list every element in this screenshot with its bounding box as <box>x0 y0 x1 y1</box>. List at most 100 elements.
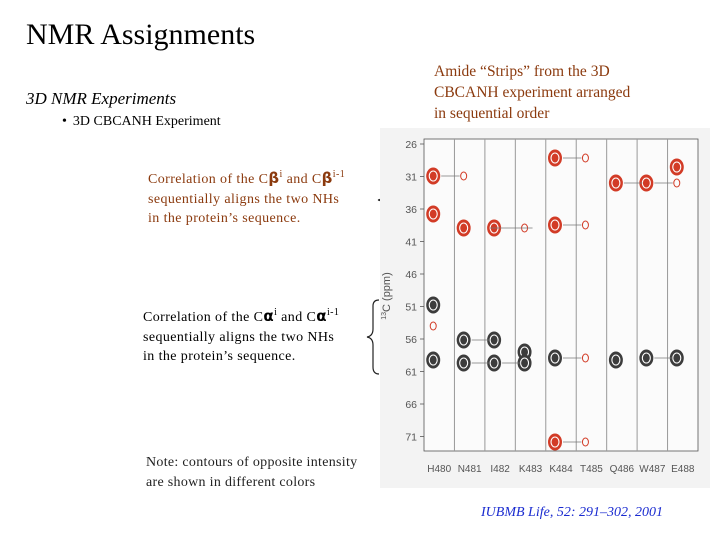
y-tick-label: 46 <box>405 269 417 281</box>
faint-peak <box>460 171 468 181</box>
y-tick-label: 56 <box>405 334 417 346</box>
note-line: sequentially aligns the two NHs <box>143 329 335 345</box>
peak-inner-contour <box>459 222 469 234</box>
peak-inner-contour <box>550 152 560 164</box>
faint-peak <box>581 220 589 230</box>
peak-inner-contour <box>672 161 682 173</box>
figure-caption: Amide “Strips” from the 3D CBCANH experi… <box>434 61 694 124</box>
peak-outer-contour <box>548 149 562 167</box>
note-text: and C <box>282 172 322 187</box>
page-title: NMR Assignments <box>26 18 256 51</box>
y-tick-label: 61 <box>405 367 417 379</box>
strip-label: T485 <box>580 464 603 475</box>
strip-label: N481 <box>458 464 482 475</box>
strip-label: H480 <box>427 464 451 475</box>
faint-peak <box>581 437 589 447</box>
caption-line: CBCANH experiment arranged <box>434 84 631 101</box>
section-subtitle: 3D NMR Experiments <box>26 89 177 108</box>
note-line: in the protein’s sequence. <box>143 349 296 364</box>
faint-peak <box>429 321 437 331</box>
strip-label: I482 <box>490 464 510 475</box>
peak-outer-contour <box>517 354 532 372</box>
peak-inner-contour <box>550 219 560 231</box>
x-axis-strip-labels: H480 N481 I482 K483 K484 T485 Q486 W487 E488 <box>427 464 695 475</box>
peak-outer-contour <box>548 216 562 234</box>
note-line: Note: contours of opposite intensity <box>146 455 358 470</box>
peak-inner-contour <box>611 354 621 366</box>
brace-calpha <box>366 299 380 375</box>
peak-inner-contour <box>550 436 560 448</box>
alpha-symbol: α <box>263 307 275 325</box>
citation: IUBMB Life, 52: 291–302, 2001 <box>481 505 663 520</box>
beta-symbol: β <box>321 169 333 187</box>
peak-contours <box>426 149 684 451</box>
strip-label: K484 <box>549 464 573 475</box>
beta-symbol: β <box>268 169 280 187</box>
strip-label: Q486 <box>610 464 635 475</box>
y-tick-label: 26 <box>405 139 417 151</box>
peak-outer-contour <box>669 349 684 367</box>
peak-outer-contour <box>487 354 502 372</box>
y-axis-label-sup: 13 <box>381 312 388 320</box>
peak-inner-contour <box>428 170 438 182</box>
strip-separators <box>453 139 669 451</box>
note-line: Correlation of the Cβi and Cβi-1 <box>148 169 345 190</box>
peak-outer-contour <box>608 351 623 369</box>
peak-outer-contour <box>456 331 471 349</box>
peak-outer-contour <box>639 349 654 367</box>
peak-inner-contour <box>459 334 469 346</box>
y-tick-label: 36 <box>405 204 417 216</box>
strip-label: E488 <box>671 464 695 475</box>
y-tick-label: 71 <box>405 432 417 444</box>
alpha-symbol: α <box>316 307 327 325</box>
peak-inner-contour <box>428 299 438 311</box>
note-text: Correlation of the C <box>143 310 264 325</box>
note-text: Correlation of the C <box>148 172 269 187</box>
note-line: in the protein’s sequence. <box>148 211 301 226</box>
peak-outer-contour <box>426 205 441 223</box>
note-text: and C <box>277 310 317 325</box>
y-tick-label: 41 <box>405 237 417 249</box>
faint-peak <box>673 178 681 188</box>
cbeta-correlation-note: Correlation of the Cβi and Cβi-1 sequent… <box>148 169 345 229</box>
peak-outer-contour <box>608 174 623 192</box>
peak-inner-contour <box>428 208 438 220</box>
peak-inner-contour <box>641 177 651 189</box>
note-line: are shown in different colors <box>146 474 316 490</box>
y-axis-label-text: C (ppm) <box>381 272 393 312</box>
plot-frame <box>423 138 699 452</box>
peak-outer-contour <box>426 167 441 185</box>
peak-outer-contour <box>426 296 441 314</box>
peak-outer-contour <box>669 158 684 176</box>
superscript: i-1 <box>332 169 346 180</box>
calpha-correlation-note: Correlation of the Cαi and Cαi-1 sequent… <box>143 307 339 367</box>
peak-inner-contour <box>641 352 651 364</box>
peak-outer-contour <box>456 219 471 237</box>
peak-inner-contour <box>611 177 621 189</box>
superscript: i <box>274 307 278 318</box>
bullet-symbol: • <box>62 114 67 129</box>
superscript: i <box>279 169 283 180</box>
peak-inner-contour <box>428 354 438 366</box>
note-line: sequentially aligns the two NHs <box>148 191 340 207</box>
strip-label: K483 <box>519 464 543 475</box>
faint-peak <box>581 353 589 363</box>
peak-inner-contour <box>459 357 469 369</box>
y-tick-label: 31 <box>405 172 417 184</box>
y-tick-label: 51 <box>405 302 417 314</box>
y-axis-label: 13C (ppm) <box>381 272 393 320</box>
contour-note: Note: contours of opposite intensity are… <box>146 453 357 492</box>
superscript: i-1 <box>326 307 340 318</box>
peak-outer-contour <box>456 354 471 372</box>
caption-line: Amide “Strips” from the 3D <box>434 63 610 80</box>
caption-line: in sequential order <box>434 105 550 122</box>
bullet-text: 3D CBCANH Experiment <box>72 114 221 129</box>
peak-outer-contour <box>548 349 562 367</box>
y-tick-label: 66 <box>405 399 417 411</box>
faint-peak <box>581 153 589 163</box>
peak-outer-contour <box>548 433 562 451</box>
note-line: Correlation of the Cαi and Cαi-1 <box>143 307 339 328</box>
y-axis: 13C (ppm) 26 31 36 41 46 51 56 61 66 71 <box>381 139 424 444</box>
cbcanh-strip-plot: 13C (ppm) 26 31 36 41 46 51 56 61 66 71 H480 N481 I… <box>380 128 710 488</box>
strip-label: W487 <box>639 464 666 475</box>
